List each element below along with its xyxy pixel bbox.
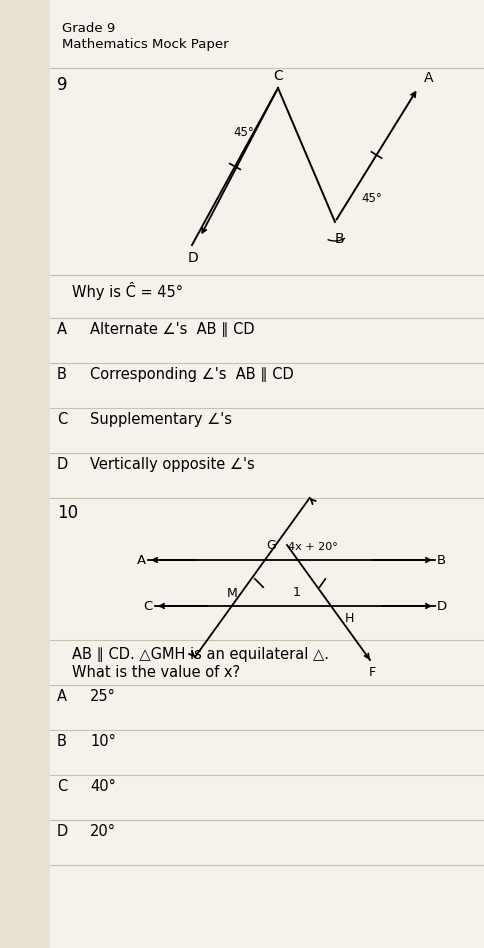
Text: Vertically opposite ∠'s: Vertically opposite ∠'s [90,457,254,472]
Text: 4x + 20°: 4x + 20° [287,542,337,552]
Text: Corresponding ∠'s  AB ∥ CD: Corresponding ∠'s AB ∥ CD [90,367,293,382]
Text: D: D [188,251,198,265]
Text: 40°: 40° [90,779,116,794]
Text: Supplementary ∠'s: Supplementary ∠'s [90,412,231,427]
Text: 9: 9 [57,76,67,94]
Text: Why is Ĉ = 45°: Why is Ĉ = 45° [72,282,182,300]
Text: C: C [57,779,67,794]
Bar [50,0,484,948]
Text: 45°: 45° [360,192,381,205]
Text: A: A [57,689,67,704]
Text: H: H [344,612,353,625]
Text: Grade 9: Grade 9 [62,22,115,35]
Text: G: G [266,539,275,552]
Text: D: D [436,599,446,612]
Text: A: A [57,322,67,337]
Text: 10: 10 [57,504,78,522]
Text: What is the value of x?: What is the value of x? [72,665,240,680]
Text: F: F [368,666,375,679]
Text: 25°: 25° [90,689,116,704]
Text: AB ∥ CD. △GMH is an equilateral △.: AB ∥ CD. △GMH is an equilateral △. [72,647,328,662]
Text: Mathematics Mock Paper: Mathematics Mock Paper [62,38,228,51]
Text: A: A [423,71,433,85]
Text: Alternate ∠'s  AB ∥ CD: Alternate ∠'s AB ∥ CD [90,322,254,337]
Text: 10°: 10° [90,734,116,749]
Text: A: A [136,554,146,567]
Text: B: B [436,554,445,567]
Text: C: C [272,69,282,83]
Text: 20°: 20° [90,824,116,839]
Text: 45°: 45° [233,126,254,139]
Text: C: C [143,599,152,612]
Text: M: M [227,587,238,600]
Text: D: D [57,457,68,472]
Text: B: B [57,734,67,749]
Text: 1: 1 [292,586,300,599]
Text: B: B [57,367,67,382]
Text: C: C [57,412,67,427]
Text: B: B [333,232,343,246]
Text: D: D [57,824,68,839]
